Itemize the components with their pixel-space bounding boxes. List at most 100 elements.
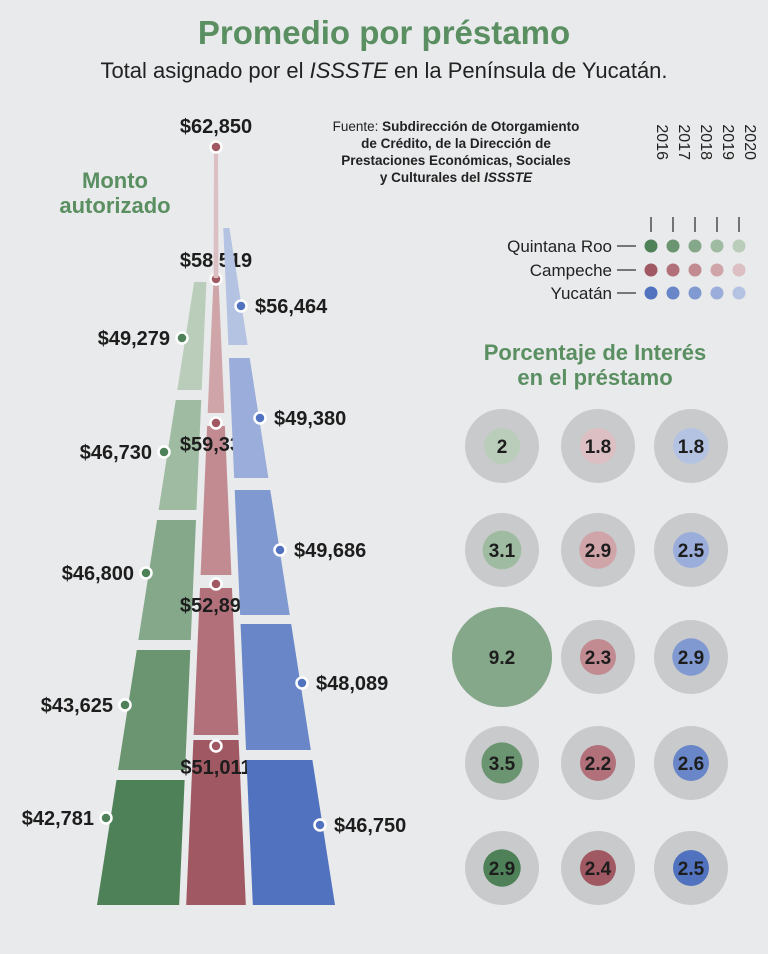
bubble-label-quintana-roo-2019: 3.1 bbox=[489, 541, 516, 562]
point-quintana-roo-2017 bbox=[118, 698, 132, 712]
bar-quintana-roo-2017 bbox=[118, 650, 191, 770]
bar-yucatan-2020 bbox=[223, 228, 248, 345]
bubble-label-yucatan-2018: 2.9 bbox=[678, 648, 704, 669]
legend-swatch-yucatan-2019 bbox=[710, 286, 724, 300]
bar-campeche-2018 bbox=[200, 426, 232, 575]
bubble-label-campeche-2018: 2.3 bbox=[585, 648, 611, 669]
point-quintana-roo-2019 bbox=[157, 445, 171, 459]
point-yucatan-2018 bbox=[273, 543, 287, 557]
legend: 2016 2017 2018 2019 2020 Quintana Roo Campeche… bbox=[507, 124, 758, 303]
bubble-label-quintana-roo-2017: 3.5 bbox=[489, 754, 516, 775]
point-quintana-roo-2018 bbox=[139, 566, 153, 580]
bubble-label-campeche-2017: 2.2 bbox=[585, 754, 611, 775]
data-label-quintana-roo-2016: $42,781 bbox=[22, 808, 94, 830]
bar-yucatan-2016 bbox=[246, 760, 335, 905]
bar-campeche-2017 bbox=[193, 588, 239, 735]
bubble-campeche-2019 bbox=[579, 531, 617, 569]
data-label-quintana-roo-2017: $43,625 bbox=[41, 695, 113, 717]
data-label-yucatan-2016: $46,750 bbox=[334, 815, 406, 837]
data-label-yucatan-2018: $49,686 bbox=[294, 540, 366, 562]
bubble-label-campeche-2019: 2.9 bbox=[585, 541, 611, 562]
bubble-campeche-2020 bbox=[580, 428, 616, 464]
legend-swatch-campeche-2020 bbox=[732, 263, 746, 277]
bubble-label-yucatan-2016: 2.5 bbox=[678, 859, 705, 880]
point-quintana-roo-2016 bbox=[99, 811, 113, 825]
legend-year-2018: 2018 bbox=[697, 124, 714, 160]
data-label-quintana-roo-2020: $49,279 bbox=[98, 328, 170, 350]
data-label-yucatan-2017: $48,089 bbox=[316, 673, 388, 695]
bubble-campeche-2017 bbox=[580, 745, 616, 781]
source-note: Fuente: Subdirección de Otorgamiento de … bbox=[332, 119, 580, 185]
bubble-yucatan-2020 bbox=[673, 428, 709, 464]
legend-swatch-campeche-2017 bbox=[666, 263, 680, 277]
bubble-label-quintana-roo-2020: 2 bbox=[497, 437, 508, 458]
data-label-yucatan-2019: $49,380 bbox=[274, 408, 346, 430]
legend-label-campeche: Campeche bbox=[530, 261, 612, 280]
bar-campeche-2020 bbox=[213, 150, 219, 278]
bar-quintana-roo-2019 bbox=[158, 400, 202, 510]
data-label-yucatan-2020: $56,464 bbox=[255, 296, 328, 318]
legend-label-quintana-roo: Quintana Roo bbox=[507, 237, 612, 256]
legend-swatch-yucatan-2020 bbox=[732, 286, 746, 300]
legend-year-2019: 2019 bbox=[719, 124, 736, 160]
data-label-quintana-roo-2018: $46,800 bbox=[62, 563, 134, 585]
series-campeche: $51,011$52,892$59,337$58,519$62,850 bbox=[180, 116, 252, 905]
data-label-quintana-roo-2019: $46,730 bbox=[80, 442, 152, 464]
bubble-quintana-roo-2018 bbox=[452, 607, 552, 707]
point-yucatan-2016 bbox=[313, 818, 327, 832]
bubble-campeche-2016 bbox=[580, 850, 616, 886]
point-yucatan-2019 bbox=[253, 411, 267, 425]
legend-swatch-quintana-roo-2019 bbox=[710, 239, 724, 253]
bubble-quintana-roo-2017 bbox=[481, 742, 523, 784]
point-campeche-2020 bbox=[209, 140, 223, 154]
legend-swatch-quintana-roo-2017 bbox=[666, 239, 680, 253]
bar-quintana-roo-2016 bbox=[97, 780, 185, 905]
point-campeche-2016 bbox=[209, 739, 223, 753]
monto-title: Monto autorizado bbox=[59, 168, 171, 218]
legend-swatch-quintana-roo-2016 bbox=[644, 239, 658, 253]
bubble-label-campeche-2016: 2.4 bbox=[585, 859, 612, 880]
legend-swatch-yucatan-2016 bbox=[644, 286, 658, 300]
bubble-yucatan-2018 bbox=[672, 638, 710, 676]
legend-year-2020: 2020 bbox=[741, 124, 758, 160]
legend-swatch-yucatan-2017 bbox=[666, 286, 680, 300]
bubble-label-quintana-roo-2018: 9.2 bbox=[489, 648, 515, 669]
bar-campeche-2016 bbox=[186, 740, 246, 905]
legend-swatch-yucatan-2018 bbox=[688, 286, 702, 300]
bubble-yucatan-2016 bbox=[673, 850, 709, 886]
bar-quintana-roo-2020 bbox=[177, 282, 207, 390]
bar-yucatan-2017 bbox=[240, 624, 311, 750]
bar-quintana-roo-2018 bbox=[138, 520, 196, 640]
bar-yucatan-2019 bbox=[228, 358, 269, 478]
page-title: Promedio por préstamo bbox=[197, 14, 571, 51]
bubble-label-yucatan-2020: 1.8 bbox=[678, 437, 704, 458]
series-yucatan: $46,750 $48,089 $49,686 $49,380 $56,464 bbox=[223, 228, 406, 905]
point-yucatan-2017 bbox=[295, 676, 309, 690]
legend-swatch-quintana-roo-2020 bbox=[732, 239, 746, 253]
data-label-campeche-2017: $52,892 bbox=[180, 595, 252, 617]
bubble-quintana-roo-2016 bbox=[483, 849, 521, 887]
bar-yucatan-2018 bbox=[234, 490, 290, 615]
bubble-quintana-roo-2020 bbox=[484, 428, 520, 464]
bar-campeche-2019 bbox=[207, 283, 225, 413]
bubble-label-quintana-roo-2016: 2.9 bbox=[489, 859, 515, 880]
data-label-campeche-2020: $62,850 bbox=[180, 116, 252, 138]
legend-swatch-campeche-2019 bbox=[710, 263, 724, 277]
bubble-yucatan-2017 bbox=[673, 745, 709, 781]
legend-swatch-quintana-roo-2018 bbox=[688, 239, 702, 253]
legend-year-2016: 2016 bbox=[653, 124, 670, 160]
point-campeche-2017 bbox=[209, 577, 223, 591]
interes-title: Porcentaje de Interés en el préstamo bbox=[483, 340, 707, 390]
legend-year-2017: 2017 bbox=[675, 124, 692, 160]
bubble-label-yucatan-2017: 2.6 bbox=[678, 754, 704, 775]
legend-swatch-campeche-2016 bbox=[644, 263, 658, 277]
bubble-campeche-2018 bbox=[580, 639, 616, 675]
point-quintana-roo-2020 bbox=[175, 331, 189, 345]
series-quintana-roo: $42,781 $43,625 $46,800 $46,730 $49,279 bbox=[22, 282, 207, 905]
data-label-campeche-2016: $51,011 bbox=[180, 757, 251, 779]
bubble-label-campeche-2020: 1.8 bbox=[585, 437, 611, 458]
point-campeche-2018 bbox=[209, 416, 223, 430]
interest-bubbles: 2 3.1 9.2 3.5 2.9 1.8 2.9 2.3 2.2 2.4 1.8 2.5 2.9 2.6… bbox=[452, 409, 728, 905]
bubble-label-yucatan-2019: 2.5 bbox=[678, 541, 705, 562]
